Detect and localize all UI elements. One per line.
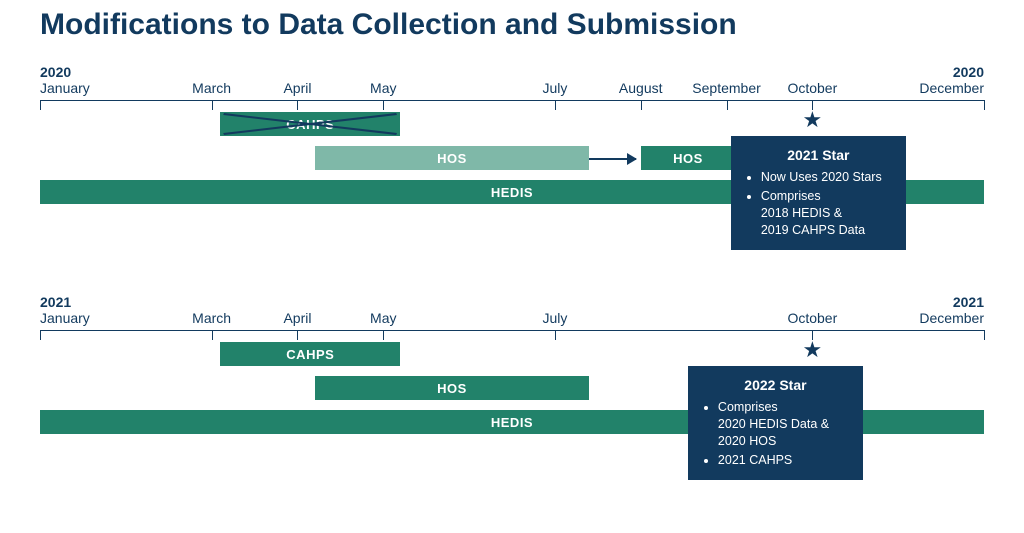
bar-label: HOS (437, 381, 467, 396)
callout-item: Comprises2020 HEDIS Data &2020 HOS (718, 399, 849, 450)
tick-month: May (370, 310, 396, 326)
arrow-icon (589, 158, 636, 160)
callout-title: 2022 Star (702, 376, 849, 395)
bar-label: HEDIS (491, 185, 533, 200)
tick (641, 100, 642, 110)
tick-month: May (370, 80, 396, 96)
tick (984, 330, 985, 340)
tick-label: August (619, 80, 663, 96)
timeline-2021: 2021JanuaryMarchAprilMayJulyOctober2021D… (40, 290, 984, 490)
callout-box: 2022 Star Comprises2020 HEDIS Data &2020 … (688, 366, 863, 480)
tick-label: May (370, 80, 396, 96)
callout-item: Comprises2018 HEDIS &2019 CAHPS Data (761, 188, 892, 239)
callout-list: Comprises2020 HEDIS Data &2020 HOS 2021 C… (702, 399, 849, 469)
tick-label: July (542, 310, 567, 326)
bar-label: HEDIS (491, 415, 533, 430)
tick (727, 100, 728, 110)
tick-month: July (542, 80, 567, 96)
tick-month: April (283, 80, 311, 96)
tick-month: March (192, 80, 231, 96)
tick-label: 2021December (919, 294, 984, 326)
star-icon: ★ (802, 107, 822, 133)
tick-label: March (192, 310, 231, 326)
timeline-2020: 2020JanuaryMarchAprilMayJulyAugustSeptem… (40, 60, 984, 260)
star-icon: ★ (802, 337, 822, 363)
tick-month: April (283, 310, 311, 326)
tick-label: October (787, 80, 837, 96)
callout-item: Now Uses 2020 Stars (761, 169, 892, 186)
tick (212, 330, 213, 340)
tick-month: August (619, 80, 663, 96)
tick (383, 330, 384, 340)
tick-label: March (192, 80, 231, 96)
tick-label: 2020December (919, 64, 984, 96)
bar-hos: HOS (315, 146, 590, 170)
tick-month: July (542, 310, 567, 326)
tick-label: May (370, 310, 396, 326)
bar-cahps: CAHPS (220, 112, 400, 136)
tick-label: April (283, 80, 311, 96)
tick (40, 330, 41, 340)
page-title: Modifications to Data Collection and Sub… (40, 8, 737, 42)
tick-month: March (192, 310, 231, 326)
tick-label: 2021January (40, 294, 90, 326)
tick-label: October (787, 310, 837, 326)
tick-month: September (692, 80, 760, 96)
tick (984, 100, 985, 110)
tick (555, 100, 556, 110)
tick-year: 2020 (40, 64, 90, 80)
bar-label: HOS (437, 151, 467, 166)
bar-hos: HOS (641, 146, 735, 170)
timeline-canvas: 2020JanuaryMarchAprilMayJulyAugustSeptem… (40, 60, 984, 523)
tick-month: October (787, 310, 837, 326)
tick-month: January (40, 80, 90, 96)
tick (555, 330, 556, 340)
tick-year: 2020 (919, 64, 984, 80)
tick-label: 2020January (40, 64, 90, 96)
tick-month: December (919, 310, 984, 326)
callout-box: 2021 Star Now Uses 2020 Stars Comprises201… (731, 136, 906, 250)
tick (297, 330, 298, 340)
callout-title: 2021 Star (745, 146, 892, 165)
tick (212, 100, 213, 110)
bar-hos: HOS (315, 376, 590, 400)
tick (297, 100, 298, 110)
tick (40, 100, 41, 110)
tick-month: January (40, 310, 90, 326)
tick-month: December (919, 80, 984, 96)
tick-label: April (283, 310, 311, 326)
callout-list: Now Uses 2020 Stars Comprises2018 HEDIS &… (745, 169, 892, 239)
tick-year: 2021 (919, 294, 984, 310)
bar-label: HOS (673, 151, 703, 166)
tick-label: July (542, 80, 567, 96)
bar-label: CAHPS (286, 347, 334, 362)
tick (383, 100, 384, 110)
bar-cahps: CAHPS (220, 342, 400, 366)
tick-month: October (787, 80, 837, 96)
axis-line (40, 330, 984, 331)
tick-year: 2021 (40, 294, 90, 310)
callout-item: 2021 CAHPS (718, 452, 849, 469)
bar-label: CAHPS (286, 117, 334, 132)
tick-label: September (692, 80, 760, 96)
axis-line (40, 100, 984, 101)
